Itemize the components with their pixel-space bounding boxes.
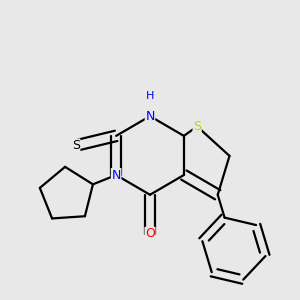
Text: N: N [112,169,121,182]
Text: N: N [145,110,155,123]
Text: S: S [72,139,80,152]
Text: H: H [146,91,154,100]
Text: O: O [145,227,155,240]
Text: S: S [193,120,201,133]
